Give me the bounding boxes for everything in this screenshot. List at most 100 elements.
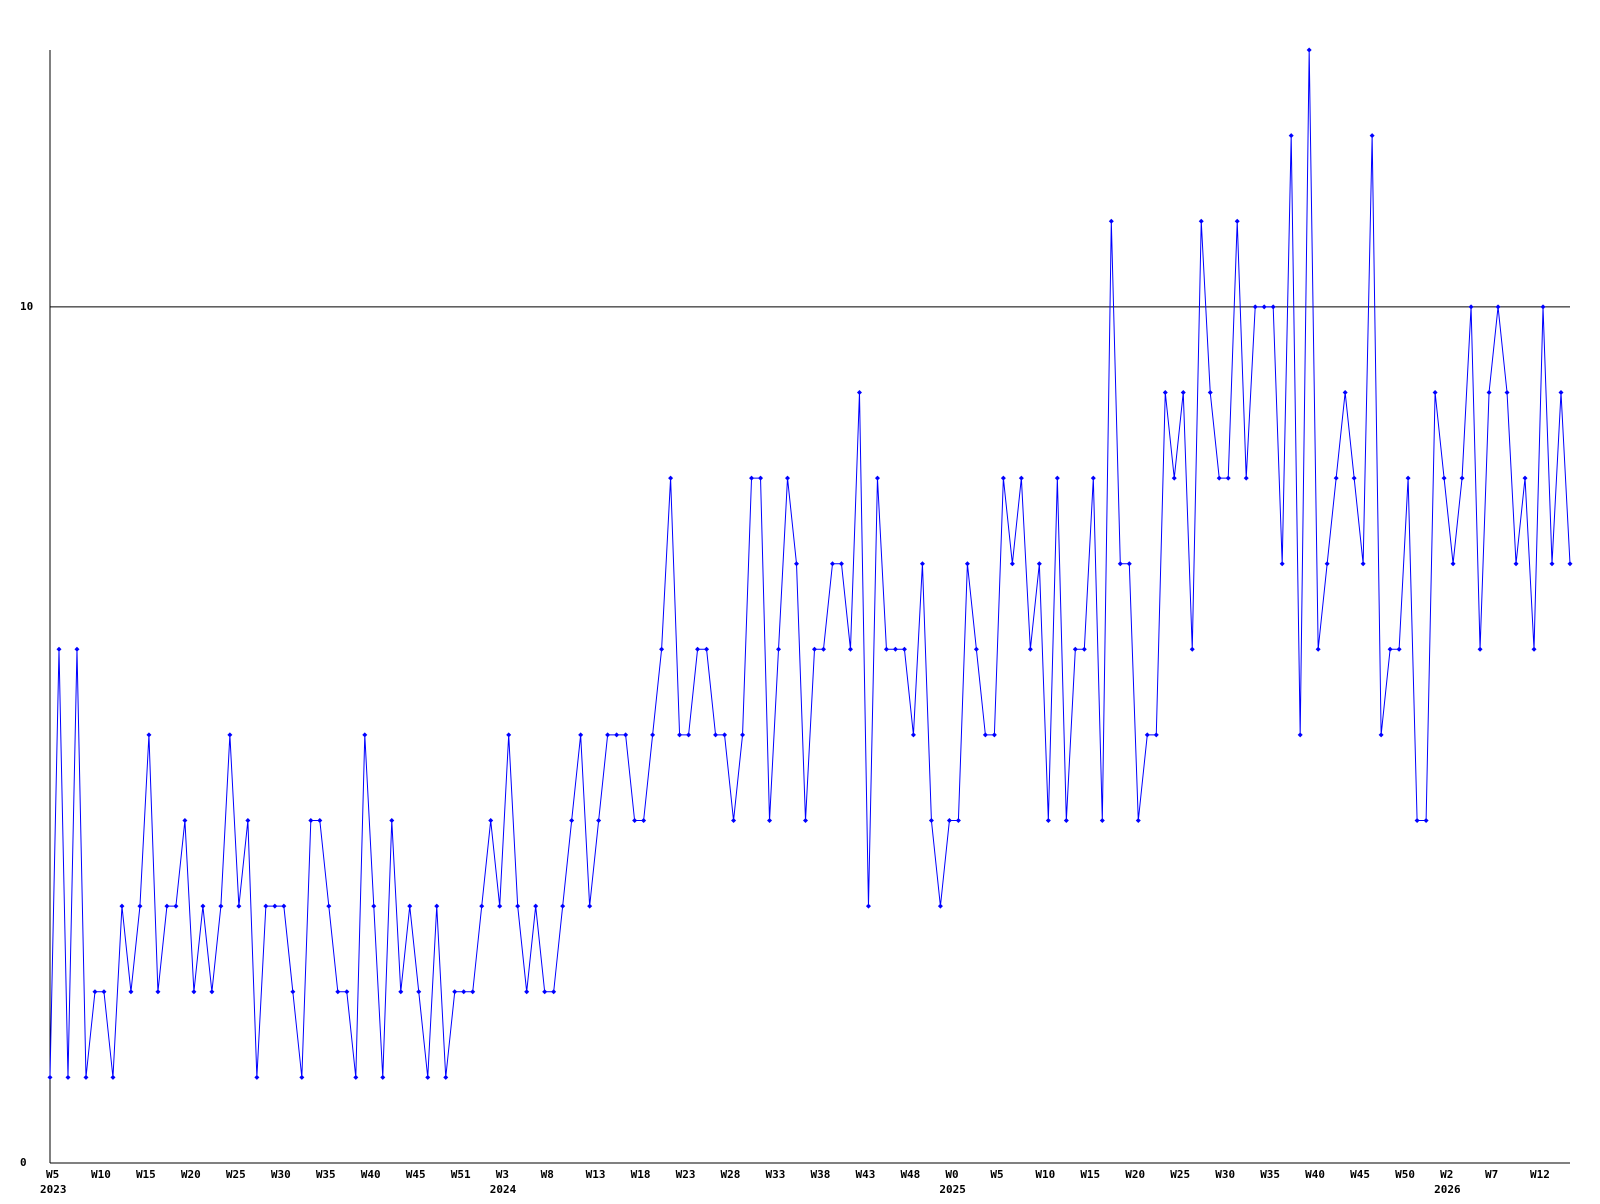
point-marker	[1198, 218, 1204, 224]
point-marker	[1099, 818, 1105, 824]
x-tick-label: W18	[631, 1168, 651, 1181]
point-marker	[263, 903, 269, 909]
point-marker	[1162, 389, 1168, 395]
point-marker	[443, 1074, 449, 1080]
point-marker	[1315, 646, 1321, 652]
point-marker	[1549, 561, 1555, 567]
point-marker	[1207, 389, 1213, 395]
point-marker	[56, 646, 62, 652]
point-marker	[1531, 646, 1537, 652]
x-tick-label: W10	[91, 1168, 111, 1181]
point-marker	[1522, 475, 1528, 481]
point-marker	[578, 732, 584, 738]
x-tick-label: W35	[316, 1168, 336, 1181]
point-marker	[865, 903, 871, 909]
x-tick-label: W50	[1395, 1168, 1415, 1181]
x-tick-label: W5	[46, 1168, 59, 1181]
x-tick-label: W12	[1530, 1168, 1550, 1181]
point-marker	[1144, 732, 1150, 738]
point-marker	[173, 903, 179, 909]
point-marker	[344, 989, 350, 995]
point-marker	[164, 903, 170, 909]
point-marker	[731, 818, 737, 824]
x-year-label: 2026	[1434, 1183, 1461, 1196]
point-marker	[1441, 475, 1447, 481]
point-marker	[1081, 646, 1087, 652]
point-marker	[686, 732, 692, 738]
y-tick-label: 0	[20, 1156, 27, 1169]
point-marker	[47, 1074, 53, 1080]
point-marker	[1117, 561, 1123, 567]
point-marker	[461, 989, 467, 995]
x-year-label: 2025	[939, 1183, 966, 1196]
point-marker	[623, 732, 629, 738]
x-tick-label: W2	[1440, 1168, 1453, 1181]
point-marker	[1450, 561, 1456, 567]
x-tick-label: W45	[1350, 1168, 1370, 1181]
point-marker	[1153, 732, 1159, 738]
point-marker	[110, 1074, 116, 1080]
point-marker	[1387, 646, 1393, 652]
x-tick-label: W43	[855, 1168, 875, 1181]
x-tick-label: W40	[361, 1168, 381, 1181]
point-marker	[479, 903, 485, 909]
x-year-label: 2024	[490, 1183, 517, 1196]
point-marker	[1009, 561, 1015, 567]
point-marker	[488, 818, 494, 824]
point-marker	[1045, 818, 1051, 824]
point-marker	[1252, 304, 1258, 310]
point-marker	[847, 646, 853, 652]
point-marker	[227, 732, 233, 738]
point-marker	[137, 903, 143, 909]
point-marker	[380, 1074, 386, 1080]
point-marker	[1288, 133, 1294, 139]
point-marker	[587, 903, 593, 909]
point-marker	[856, 389, 862, 395]
x-tick-label: W30	[271, 1168, 291, 1181]
point-marker	[128, 989, 134, 995]
point-marker	[299, 1074, 305, 1080]
point-marker	[470, 989, 476, 995]
point-marker	[317, 818, 323, 824]
point-marker	[1171, 475, 1177, 481]
point-marker	[416, 989, 422, 995]
point-marker	[785, 475, 791, 481]
point-marker	[1468, 304, 1474, 310]
point-marker	[982, 732, 988, 738]
point-marker	[1351, 475, 1357, 481]
point-marker	[209, 989, 215, 995]
point-marker	[74, 646, 80, 652]
point-marker	[434, 903, 440, 909]
point-marker	[236, 903, 242, 909]
point-marker	[101, 989, 107, 995]
point-marker	[551, 989, 557, 995]
point-marker	[1261, 304, 1267, 310]
point-marker	[767, 818, 773, 824]
point-marker	[533, 903, 539, 909]
point-marker	[425, 1074, 431, 1080]
point-marker	[1513, 561, 1519, 567]
point-marker	[749, 475, 755, 481]
x-tick-label: W35	[1260, 1168, 1280, 1181]
x-tick-label: W0	[945, 1168, 958, 1181]
point-marker	[200, 903, 206, 909]
x-tick-label: W7	[1485, 1168, 1498, 1181]
point-marker	[740, 732, 746, 738]
point-marker	[883, 646, 889, 652]
point-marker	[794, 561, 800, 567]
point-marker	[1414, 818, 1420, 824]
point-marker	[1054, 475, 1060, 481]
point-marker	[1072, 646, 1078, 652]
point-marker	[722, 732, 728, 738]
x-tick-label: W33	[766, 1168, 786, 1181]
x-tick-label: W48	[900, 1168, 920, 1181]
point-marker	[605, 732, 611, 738]
point-marker	[1108, 218, 1114, 224]
point-marker	[83, 1074, 89, 1080]
point-marker	[1297, 732, 1303, 738]
point-marker	[776, 646, 782, 652]
point-marker	[560, 903, 566, 909]
point-marker	[955, 818, 961, 824]
